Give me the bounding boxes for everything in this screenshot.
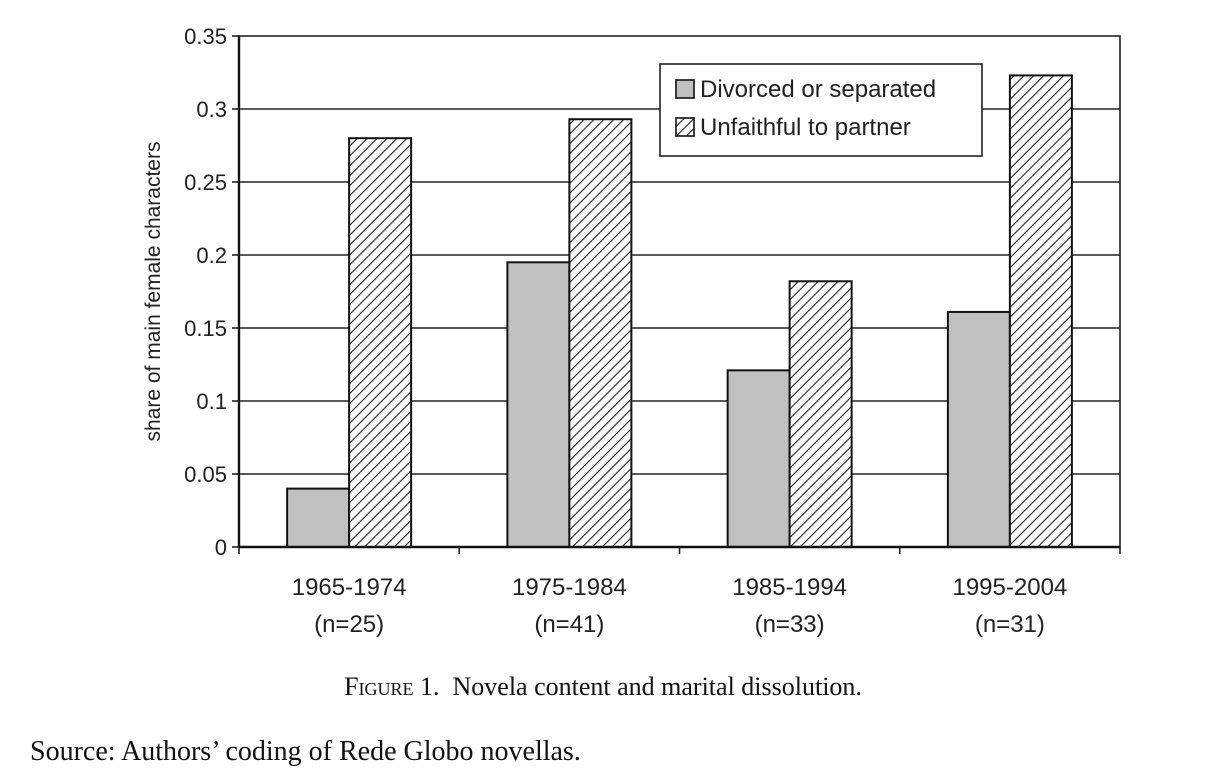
legend-label: Divorced or separated <box>700 76 936 103</box>
bar-divorced <box>726 369 791 548</box>
figure-caption-text: Novela content and marital dissolution. <box>452 672 862 701</box>
legend-box <box>659 63 983 157</box>
y-tick-label: 0 <box>215 535 227 560</box>
bar-unfaithful <box>788 280 853 548</box>
x-tick-sublabel: (n=25) <box>314 611 384 638</box>
y-tick-label: 0.1 <box>196 389 227 414</box>
bar-unfaithful <box>568 118 633 548</box>
x-tick-label: 1965-1974 <box>292 574 407 601</box>
y-tick-label: 0.25 <box>184 170 227 195</box>
x-tick-sublabel: (n=31) <box>975 611 1045 638</box>
figure-caption: Figure 1. Novela content and marital dis… <box>0 672 1206 702</box>
axis-labels: 0 0.05 0.1 0.15 0.2 0.25 0.3 0.35 1965-1974 (n=25… <box>142 24 1067 638</box>
bar-divorced <box>286 487 351 549</box>
source-note: Source: Authors’ coding of Rede Globo no… <box>30 736 581 767</box>
bars <box>286 74 1073 549</box>
figure-label: Figure 1. <box>344 672 440 701</box>
x-tick-label: 1995-2004 <box>952 574 1067 601</box>
bar-unfaithful <box>348 137 413 548</box>
bar-divorced <box>506 261 571 548</box>
bar-divorced <box>946 310 1011 548</box>
x-tick-sublabel: (n=41) <box>534 611 604 638</box>
bar-unfaithful <box>1008 74 1073 548</box>
y-tick-label: 0.35 <box>184 24 227 49</box>
y-tick-label: 0.2 <box>196 243 227 268</box>
bar-chart: 0 0.05 0.1 0.15 0.2 0.25 0.3 0.35 1965-1974 (n=25… <box>142 24 1121 638</box>
y-tick-label: 0.15 <box>184 316 227 341</box>
x-tick-label: 1985-1994 <box>732 574 847 601</box>
x-tick-sublabel: (n=33) <box>755 611 825 638</box>
y-axis-label: share of main female characters <box>142 142 165 442</box>
legend-label: Unfaithful to partner <box>700 114 911 141</box>
y-tick-label: 0.05 <box>184 462 227 487</box>
legend: Divorced or separated Unfaithful to partn… <box>659 63 983 157</box>
legend-swatch <box>675 79 695 99</box>
legend-swatch <box>675 117 695 137</box>
axes <box>232 35 1121 554</box>
x-tick-label: 1975-1984 <box>512 574 627 601</box>
y-tick-label: 0.3 <box>196 97 227 122</box>
